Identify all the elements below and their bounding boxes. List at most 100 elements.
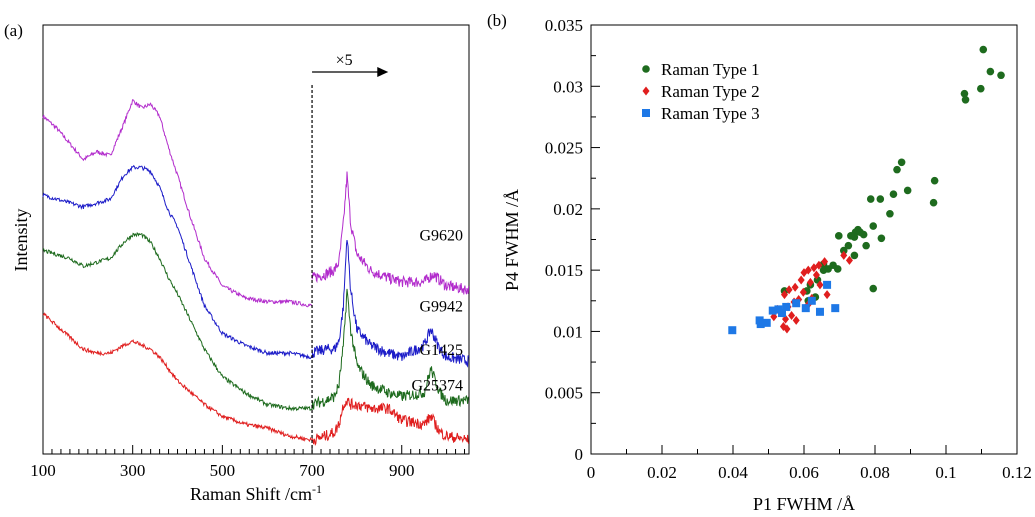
panel-b-frame bbox=[590, 24, 1018, 455]
y-tick-label: 0.035 bbox=[545, 16, 583, 35]
series-label: G25374 bbox=[411, 378, 463, 395]
raman-type-1-point bbox=[833, 265, 842, 273]
x5-arrowhead bbox=[377, 67, 389, 77]
raman-type-1-point bbox=[847, 232, 855, 240]
raman-type-1-point bbox=[903, 186, 912, 195]
raman-type-1-point bbox=[886, 209, 894, 218]
raman-type-3-point bbox=[762, 318, 771, 327]
x-tick-label: 0.1 bbox=[935, 463, 956, 482]
raman-type-2-point bbox=[823, 290, 831, 300]
panel-a-frame bbox=[42, 24, 470, 455]
panel-b-points bbox=[728, 45, 1005, 335]
legend-marker bbox=[642, 86, 650, 96]
raman-type-2-point bbox=[791, 282, 799, 292]
legend-label: Raman Type 3 bbox=[661, 104, 760, 123]
spectrum-g1425-low bbox=[43, 232, 313, 412]
panel-a-x-axis-label-superscript: -1 bbox=[312, 482, 322, 496]
y-tick-label: 0.025 bbox=[545, 139, 583, 158]
raman-type-1-point bbox=[877, 234, 886, 243]
raman-type-1-point bbox=[961, 95, 970, 104]
raman-type-1-point bbox=[819, 266, 828, 274]
raman-type-1-point bbox=[844, 241, 853, 250]
raman-type-2-point bbox=[840, 250, 848, 260]
spectrum-g1425-x5 bbox=[311, 288, 469, 410]
raman-type-3-point bbox=[815, 307, 824, 316]
x-tick-label: 0.02 bbox=[647, 463, 677, 482]
panel-a: (a) 100 300 500 700 900 G9620 G9942 G1425 G2537… bbox=[4, 21, 470, 504]
series-label: G9620 bbox=[419, 228, 463, 245]
raman-type-1-point bbox=[839, 246, 848, 255]
spectrum-g25374-x5 bbox=[311, 397, 470, 446]
raman-type-1-point bbox=[876, 195, 885, 203]
raman-type-2-point bbox=[821, 257, 829, 267]
raman-type-1-point bbox=[869, 284, 878, 293]
raman-type-3-point bbox=[756, 320, 765, 329]
raman-type-2-point bbox=[800, 268, 808, 278]
legend-label: Raman Type 1 bbox=[661, 60, 760, 79]
panel-b-label: (b) bbox=[487, 11, 507, 30]
raman-type-1-point bbox=[834, 232, 843, 240]
raman-type-1-point bbox=[976, 84, 985, 93]
x-tick-label: 0.04 bbox=[718, 463, 748, 482]
raman-type-1-point bbox=[930, 176, 939, 185]
raman-type-3-point bbox=[801, 304, 810, 313]
x-tick-label: 500 bbox=[210, 461, 236, 480]
raman-type-3-point bbox=[792, 299, 801, 308]
y-tick-label: 0.03 bbox=[553, 77, 583, 96]
legend-marker bbox=[642, 65, 650, 73]
raman-type-3-point bbox=[768, 306, 777, 315]
x-tick-label: 300 bbox=[120, 461, 146, 480]
y-tick-label: 0.015 bbox=[545, 261, 583, 280]
raman-type-1-point bbox=[869, 222, 878, 230]
raman-type-1-point bbox=[929, 198, 938, 207]
raman-type-1-point bbox=[862, 241, 870, 250]
raman-type-2-point bbox=[780, 290, 788, 300]
raman-type-1-point bbox=[997, 71, 1005, 80]
x-tick-label: 0.12 bbox=[1002, 463, 1032, 482]
raman-type-2-point bbox=[816, 280, 824, 290]
spectrum-g9942-x5 bbox=[311, 240, 470, 368]
spectrum-g25374-low bbox=[42, 312, 313, 443]
panel-b-y-axis-label: P4 FWHM /Å bbox=[502, 189, 522, 291]
raman-type-1-point bbox=[897, 158, 906, 167]
legend-marker bbox=[642, 109, 650, 117]
panel-b-legend: Raman Type 1 Raman Type 2 Raman Type 3 bbox=[642, 60, 760, 123]
x5-annotation: ×5 bbox=[336, 52, 353, 69]
raman-type-2-point bbox=[783, 324, 791, 334]
x-tick-label: 100 bbox=[30, 461, 56, 480]
panel-a-label: (a) bbox=[4, 21, 23, 40]
panel-a-series bbox=[42, 99, 470, 446]
x-tick-label: 700 bbox=[299, 461, 325, 480]
x-tick-label: 900 bbox=[389, 461, 415, 480]
raman-type-2-point bbox=[799, 287, 807, 297]
y-tick-label: 0.01 bbox=[553, 322, 583, 341]
spectrum-g9620-low bbox=[42, 99, 313, 308]
raman-type-3-point bbox=[782, 302, 791, 311]
spectrum-g9942-low bbox=[42, 164, 313, 360]
raman-type-3-point bbox=[823, 280, 832, 289]
raman-type-3-point bbox=[807, 296, 816, 305]
raman-type-3-point bbox=[777, 309, 786, 318]
raman-type-2-point bbox=[797, 275, 805, 285]
raman-type-1-point bbox=[850, 251, 859, 260]
raman-type-2-point bbox=[806, 277, 814, 287]
panel-b: (b) 0 0.02 0.04 0.06 0.08 0.1 0.12 0 0.005 0.01 0.… bbox=[487, 11, 1032, 514]
raman-type-2-point bbox=[845, 255, 853, 265]
series-label: G1425 bbox=[419, 342, 463, 359]
raman-type-3-point bbox=[728, 326, 737, 335]
x-tick-label: 0 bbox=[587, 463, 596, 482]
panel-b-x-axis-label: P1 FWHM /Å bbox=[753, 494, 855, 514]
raman-type-2-point bbox=[788, 310, 796, 320]
panel-a-y-axis-label: Intensity bbox=[11, 209, 31, 272]
raman-type-2-point bbox=[785, 285, 793, 295]
legend-label: Raman Type 2 bbox=[661, 82, 760, 101]
panel-a-x-ticks bbox=[51, 445, 466, 454]
y-tick-label: 0.02 bbox=[553, 200, 583, 219]
panel-b-ticks bbox=[591, 55, 982, 454]
panel-b-tick-labels: 0 0.02 0.04 0.06 0.08 0.1 0.12 0 0.005 0.01 0.015 0… bbox=[545, 16, 1032, 482]
raman-type-2-point bbox=[792, 315, 800, 325]
raman-type-2-point bbox=[812, 270, 820, 280]
raman-type-1-point bbox=[979, 45, 988, 54]
series-label: G9942 bbox=[419, 299, 463, 316]
